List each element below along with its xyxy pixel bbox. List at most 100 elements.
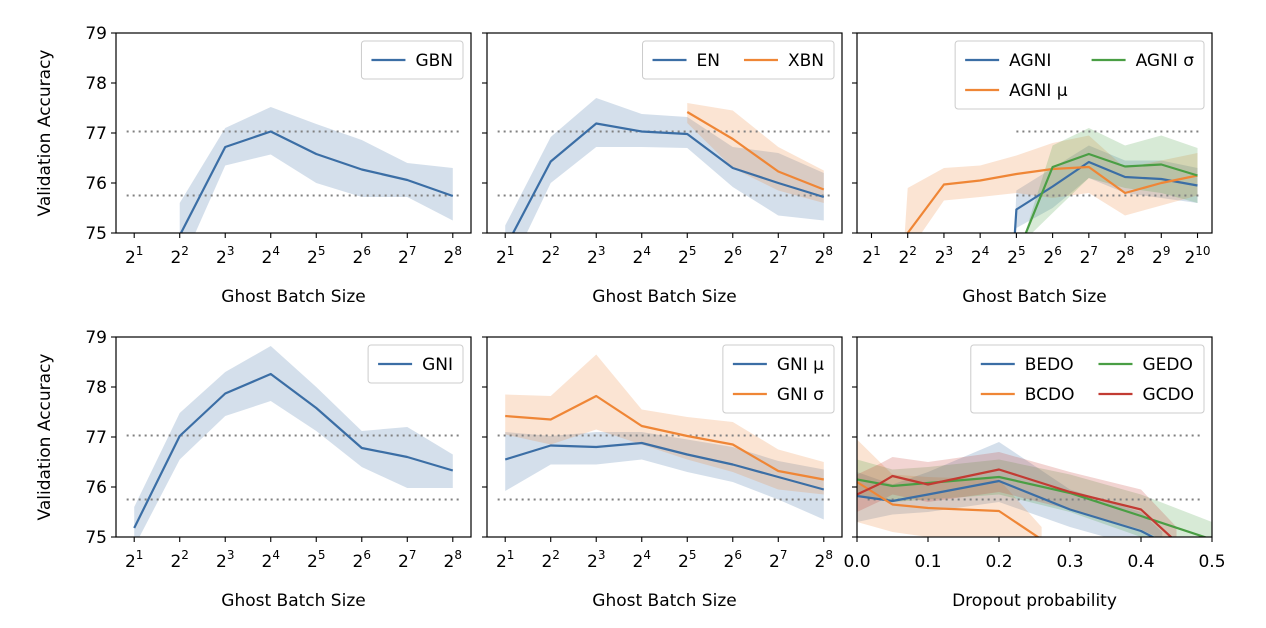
x-tick-label: 22: [170, 548, 188, 572]
x-tick-label: 26: [353, 548, 371, 572]
y-tick-label: 77: [85, 124, 107, 144]
x-tick-exponent: 7: [1090, 244, 1098, 258]
x-tick-base: 2: [1043, 248, 1054, 268]
x-tick-exponent: 5: [318, 244, 326, 258]
series-line-GEDO: [857, 475, 1208, 537]
x-tick-label: 24: [971, 244, 989, 268]
x-tick-exponent: 3: [946, 244, 954, 258]
x-tick-base: 2: [862, 248, 873, 268]
confidence-band-AGNI: [1014, 145, 1198, 233]
x-tick-label: 210: [1184, 244, 1210, 268]
x-tick-exponent: 6: [363, 548, 371, 562]
x-tick-base: 2: [496, 248, 507, 268]
y-tick-label: 79: [85, 328, 107, 348]
confidence-band-GCDO: [857, 452, 1177, 537]
plot-area: [857, 434, 1212, 537]
x-tick-base: 2: [125, 248, 136, 268]
y-axis-label: Validation Accuracy: [35, 50, 55, 217]
x-tick-label: 27: [769, 244, 787, 268]
x-tick-exponent: 7: [409, 548, 417, 562]
legend-label: AGNI: [1009, 51, 1051, 71]
series-line-AGNI-σ: [1024, 152, 1198, 233]
x-tick-label: 29: [1152, 244, 1170, 268]
x-tick-label: 28: [444, 548, 462, 572]
series-line-GNI-σ: [505, 394, 824, 481]
x-axis-label: Ghost Batch Size: [962, 287, 1106, 307]
x-tick-label: 23: [216, 244, 234, 268]
x-tick-exponent: 8: [454, 548, 462, 562]
x-tick-base: 2: [1007, 248, 1018, 268]
x-tick-exponent: 8: [825, 548, 833, 562]
x-tick-base: 2: [971, 248, 982, 268]
legend-label: XBN: [788, 51, 824, 71]
x-tick-label: 23: [587, 244, 605, 268]
x-tick-base: 0.0: [843, 552, 870, 572]
x-tick-base: 2: [769, 552, 780, 572]
x-tick-label: 25: [307, 548, 325, 572]
x-tick-base: 2: [541, 552, 552, 572]
x-tick-base: 0.1: [914, 552, 941, 572]
x-tick-label: 27: [769, 548, 787, 572]
y-tick-label: 75: [85, 224, 107, 244]
plot-area: [126, 107, 461, 233]
x-tick-exponent: 1: [507, 548, 515, 562]
x-tick-base: 2: [125, 552, 136, 572]
x-tick-label: 25: [678, 548, 696, 572]
x-axis-label: Ghost Batch Size: [221, 591, 365, 611]
x-tick-base: 0.2: [985, 552, 1012, 572]
chart-panel-6: 0.0 0.1 0.2 0.3 0.4 0.5 Dropout probability BED…: [843, 336, 1226, 611]
x-tick-exponent: 5: [689, 244, 697, 258]
x-tick-base: 2: [1116, 248, 1127, 268]
x-tick-base: 2: [496, 552, 507, 572]
legend-label: AGNI σ: [1136, 51, 1195, 71]
y-tick-label: 75: [85, 528, 107, 548]
x-tick-label: 24: [262, 244, 280, 268]
x-tick-label: 26: [353, 244, 371, 268]
x-tick-label: 0.3: [1056, 552, 1083, 572]
x-tick-label: 27: [398, 548, 416, 572]
x-tick-exponent: 6: [1054, 244, 1062, 258]
series-line-BEDO: [857, 479, 1156, 537]
x-tick-base: 2: [815, 248, 826, 268]
series-line-AGNI: [1013, 160, 1198, 233]
x-tick-exponent: 2: [181, 548, 189, 562]
confidence-band-GNI-σ: [505, 354, 824, 495]
x-tick-base: 2: [307, 552, 318, 572]
legend-label: GNI: [422, 355, 453, 375]
x-tick-label: 21: [125, 548, 143, 572]
x-tick-base: 2: [815, 552, 826, 572]
confidence-band-AGNI-σ: [1024, 128, 1198, 233]
x-tick-exponent: 2: [552, 548, 560, 562]
x-tick-label: 25: [307, 244, 325, 268]
x-tick-exponent: 9: [1163, 244, 1171, 258]
x-tick-exponent: 7: [409, 244, 417, 258]
x-tick-label: 0.4: [1127, 552, 1154, 572]
x-tick-base: 2: [935, 248, 946, 268]
series-line-EN: [511, 122, 825, 233]
x-tick-label: 0.2: [985, 552, 1012, 572]
x-tick-exponent: 5: [689, 548, 697, 562]
x-tick-label: 28: [815, 548, 833, 572]
x-axis-label: Ghost Batch Size: [221, 287, 365, 307]
x-tick-base: 2: [444, 552, 455, 572]
x-tick-label: 28: [1116, 244, 1134, 268]
x-tick-base: 2: [769, 248, 780, 268]
x-tick-base: 2: [398, 552, 409, 572]
legend-label: EN: [697, 51, 720, 71]
x-tick-label: 23: [587, 548, 605, 572]
x-tick-label: 0.0: [843, 552, 870, 572]
x-tick-base: 2: [216, 248, 227, 268]
x-tick-exponent: 7: [780, 244, 788, 258]
x-tick-exponent: 5: [1018, 244, 1026, 258]
x-tick-base: 2: [724, 552, 735, 572]
x-tick-exponent: 1: [873, 244, 881, 258]
x-tick-label: 24: [633, 244, 651, 268]
y-tick-label: 76: [85, 478, 107, 498]
legend-label: BCDO: [1025, 385, 1075, 405]
x-tick-base: 2: [1152, 248, 1163, 268]
x-tick-base: 2: [262, 248, 273, 268]
